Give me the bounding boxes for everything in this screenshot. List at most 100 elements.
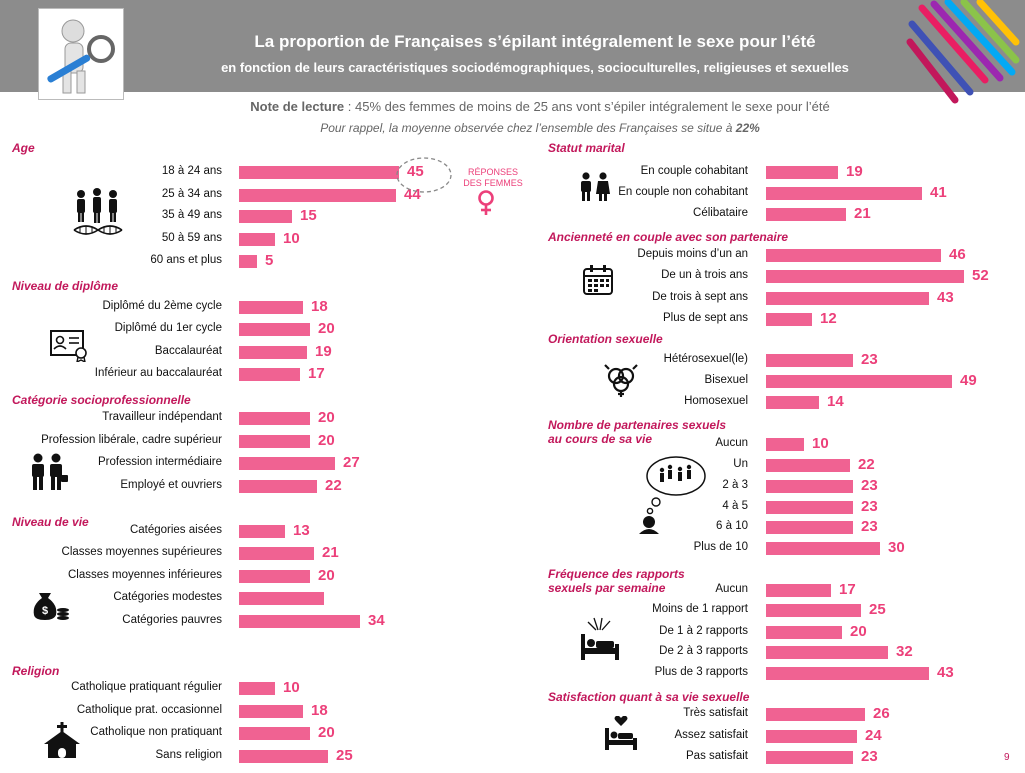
bar xyxy=(239,592,324,605)
bar xyxy=(766,396,819,409)
responses-legend: RÉPONSES DES FEMMES xyxy=(463,167,523,188)
bar xyxy=(766,270,964,283)
thought-bubble-icon xyxy=(636,454,706,539)
magnifier-figure-icon xyxy=(38,8,124,100)
data-label: 41 xyxy=(930,184,947,201)
bar xyxy=(239,570,310,583)
bar-label: 35 à 49 ans xyxy=(161,209,222,221)
data-label: 25 xyxy=(869,601,886,618)
bar-label: Pas satisfait xyxy=(686,750,748,762)
reading-note-label: Note de lecture xyxy=(250,99,345,114)
bar xyxy=(766,459,850,472)
reminder-note-text: Pour rappel, la moyenne observée chez l’… xyxy=(320,121,736,135)
data-label: 19 xyxy=(846,163,863,180)
section-title: Fréquence des rapports sexuels par semain… xyxy=(548,567,685,595)
bar xyxy=(766,166,838,179)
data-label: 52 xyxy=(972,267,989,284)
data-label: 34 xyxy=(368,612,385,629)
data-label: 18 xyxy=(311,298,328,315)
highlight-ring xyxy=(396,157,452,193)
venus-icon xyxy=(478,190,494,215)
bar xyxy=(766,708,865,721)
bar-label: De 2 à 3 rapports xyxy=(659,645,748,657)
bar-label: Homosexuel xyxy=(684,395,748,407)
bar-label: Plus de 3 rapports xyxy=(654,666,748,678)
bar xyxy=(766,187,922,200)
bar-label: En couple non cohabitant xyxy=(618,186,748,198)
data-label: 25 xyxy=(336,747,353,764)
bar-label: Assez satisfait xyxy=(674,729,749,741)
data-label: 23 xyxy=(861,477,878,494)
bar xyxy=(239,435,310,448)
bar xyxy=(766,354,853,367)
data-label: 20 xyxy=(318,409,335,426)
bar xyxy=(766,751,853,764)
data-label: 23 xyxy=(861,351,878,368)
data-label: 20 xyxy=(318,724,335,741)
data-label: 5 xyxy=(265,252,274,269)
bar xyxy=(239,525,285,538)
bar-label: Un xyxy=(733,458,748,470)
bar-label: Profession libérale, cadre supérieur xyxy=(41,434,222,446)
data-label: 12 xyxy=(820,310,837,327)
bar xyxy=(239,255,257,268)
bar xyxy=(239,323,310,336)
bar xyxy=(766,313,812,326)
bar-label: 60 ans et plus xyxy=(150,254,222,266)
data-label: 45 xyxy=(407,163,424,180)
data-label: 10 xyxy=(812,435,829,452)
bar xyxy=(239,189,396,202)
section-title: Age xyxy=(12,141,35,155)
bar-label: Plus de 10 xyxy=(693,541,748,553)
bar-label: 6 à 10 xyxy=(716,520,748,532)
data-label: 21 xyxy=(322,544,339,561)
bar-label: 4 à 5 xyxy=(722,500,748,512)
church-icon xyxy=(42,722,82,763)
bar-label: Sans religion xyxy=(155,749,222,761)
data-label: 44 xyxy=(404,186,421,203)
svg-text:$: $ xyxy=(42,605,48,617)
bar-label: 50 à 59 ans xyxy=(161,232,222,244)
bar xyxy=(766,667,929,680)
section-title: Satisfaction quant à sa vie sexuelle xyxy=(548,690,750,704)
bar-label: De 1 à 2 rapports xyxy=(659,625,748,637)
bar xyxy=(766,375,952,388)
bar xyxy=(766,626,842,639)
bar-label: De un à trois ans xyxy=(661,269,748,281)
bar xyxy=(766,438,804,451)
data-label: 20 xyxy=(318,567,335,584)
bar xyxy=(239,480,317,493)
workers-icon xyxy=(28,453,68,496)
bar-label: Aucun xyxy=(715,583,748,595)
section-title: Nombre de partenaires sexuels au cours de… xyxy=(548,418,727,446)
data-label: 20 xyxy=(318,320,335,337)
bar xyxy=(239,547,314,560)
bar xyxy=(239,210,292,223)
data-label: 13 xyxy=(293,522,310,539)
bar xyxy=(239,368,300,381)
page-title: La proportion de Françaises s’épilant in… xyxy=(254,32,816,51)
reminder-note-value: 22% xyxy=(735,121,760,135)
section-title: Orientation sexuelle xyxy=(548,332,663,346)
data-label: 15 xyxy=(300,207,317,224)
data-label: 10 xyxy=(283,679,300,696)
bar xyxy=(766,521,853,534)
bar-label: Classes moyennes inférieures xyxy=(67,569,222,581)
data-label: 22 xyxy=(325,477,342,494)
family-dna-icon xyxy=(72,188,126,245)
header-band xyxy=(0,0,1025,92)
bar xyxy=(766,730,857,743)
bar-label: Hétérosexuel(le) xyxy=(663,353,748,365)
bar-label: Catholique non pratiquant xyxy=(90,726,222,738)
bar xyxy=(239,705,303,718)
bar-label: Très satisfait xyxy=(683,707,748,719)
data-label: 32 xyxy=(896,643,913,660)
reminder-note: Pour rappel, la moyenne observée chez l’… xyxy=(130,121,950,135)
data-label: 26 xyxy=(873,705,890,722)
data-label: 23 xyxy=(861,748,878,765)
bar-label: Inférieur au baccalauréat xyxy=(94,367,222,379)
bar xyxy=(239,615,360,628)
data-label: 17 xyxy=(308,365,325,382)
bar xyxy=(766,501,853,514)
bar xyxy=(239,233,275,246)
